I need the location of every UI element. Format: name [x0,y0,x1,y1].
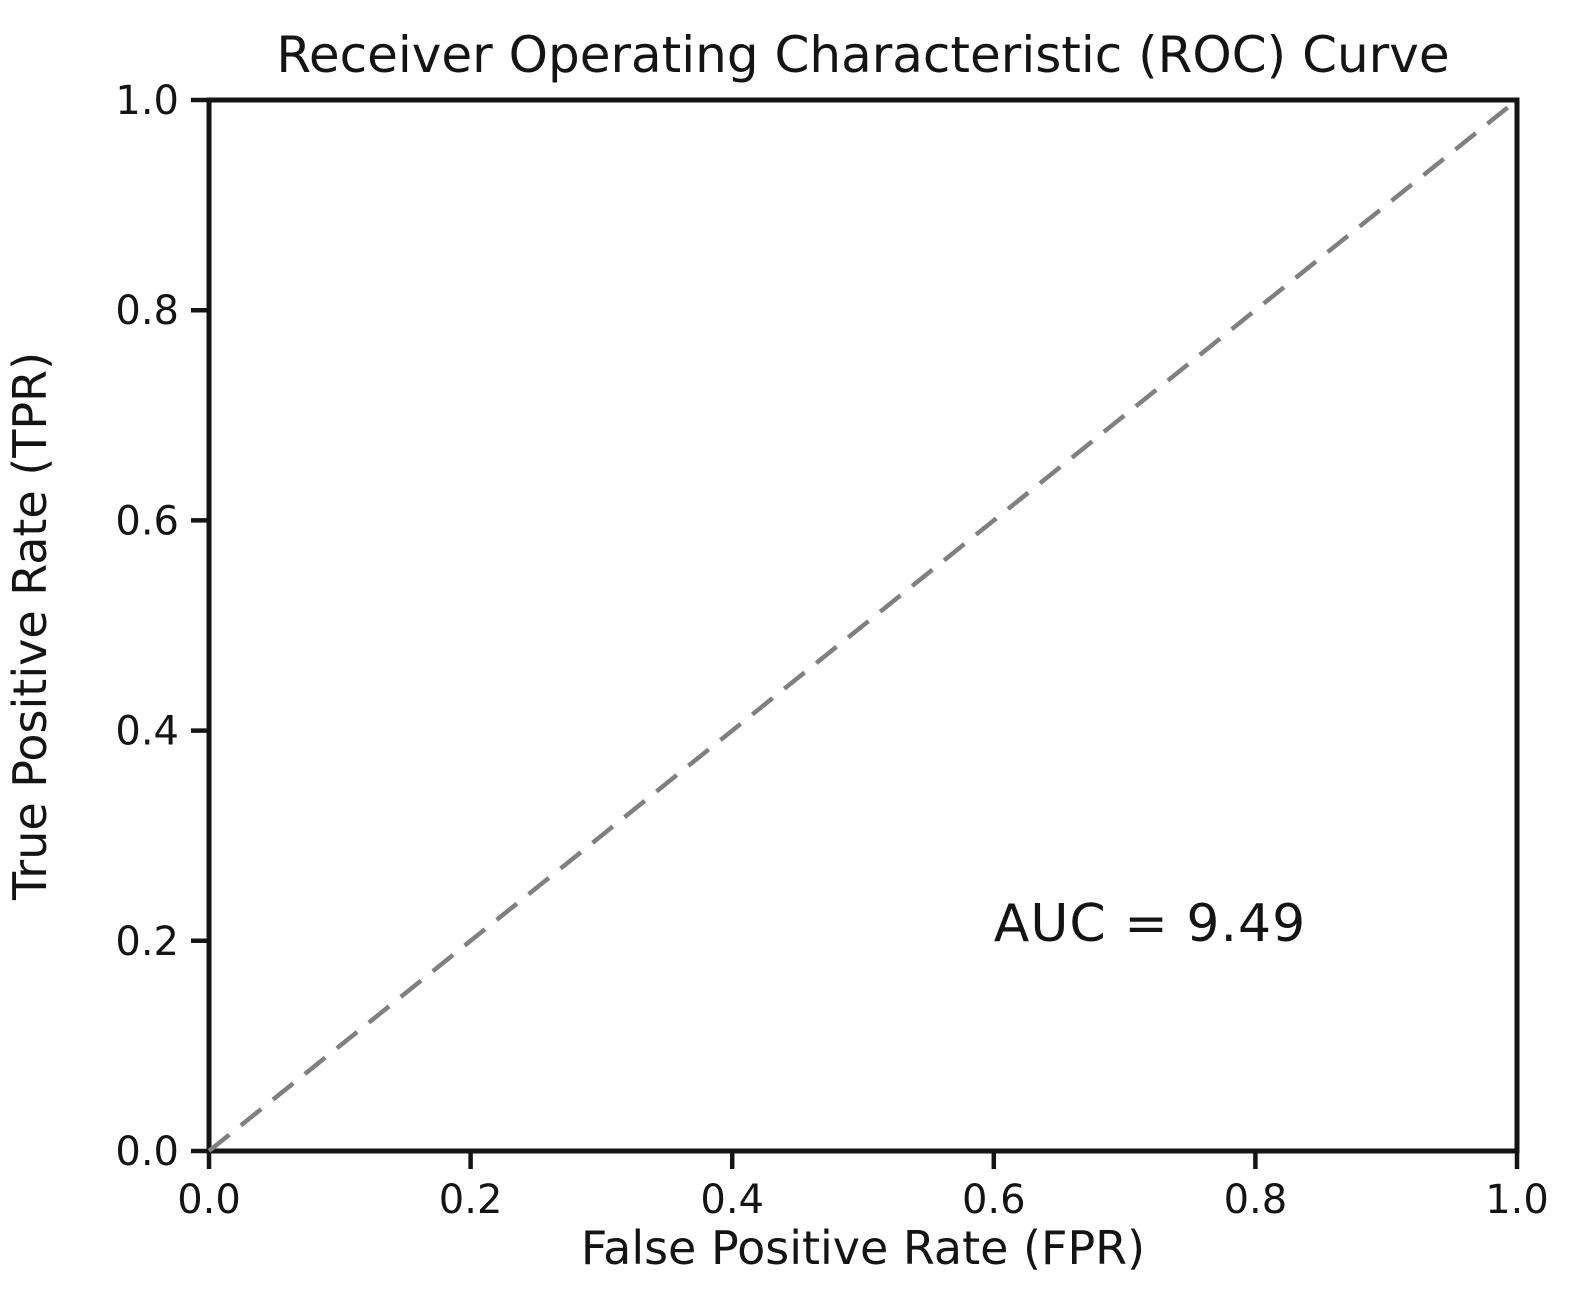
y-tick-label: 0.4 [115,709,179,755]
y-tick-label: 0.8 [115,288,179,334]
y-tick-label: 1.0 [115,78,179,124]
x-tick-label: 0.4 [700,1177,764,1223]
chart-title: Receiver Operating Characteristic (ROC) … [276,26,1449,84]
y-axis-ticks: 0.0 0.2 0.4 0.6 0.8 1.0 [115,78,209,1175]
x-tick-label: 0.0 [177,1177,241,1223]
chance-diagonal-line [207,98,1519,1153]
auc-annotation: AUC = 9.49 [994,894,1306,954]
y-tick-label: 0.2 [115,919,179,965]
x-tick-label: 0.2 [439,1177,503,1223]
x-tick-label: 0.8 [1224,1177,1288,1223]
x-tick-label: 0.6 [962,1177,1026,1223]
series-layer [207,98,1519,1153]
x-axis-label: False Positive Rate (FPR) [581,1221,1145,1275]
y-tick-label: 0.0 [115,1129,179,1175]
x-axis-ticks: 0.0 0.2 0.4 0.6 0.8 1.0 [177,1151,1549,1223]
x-tick-label: 1.0 [1485,1177,1549,1223]
y-axis-label: True Positive Rate (TPR) [3,352,57,901]
annotation-layer: AUC = 9.49 [994,894,1306,954]
y-tick-label: 0.6 [115,498,179,544]
plot-border [206,97,1520,1154]
